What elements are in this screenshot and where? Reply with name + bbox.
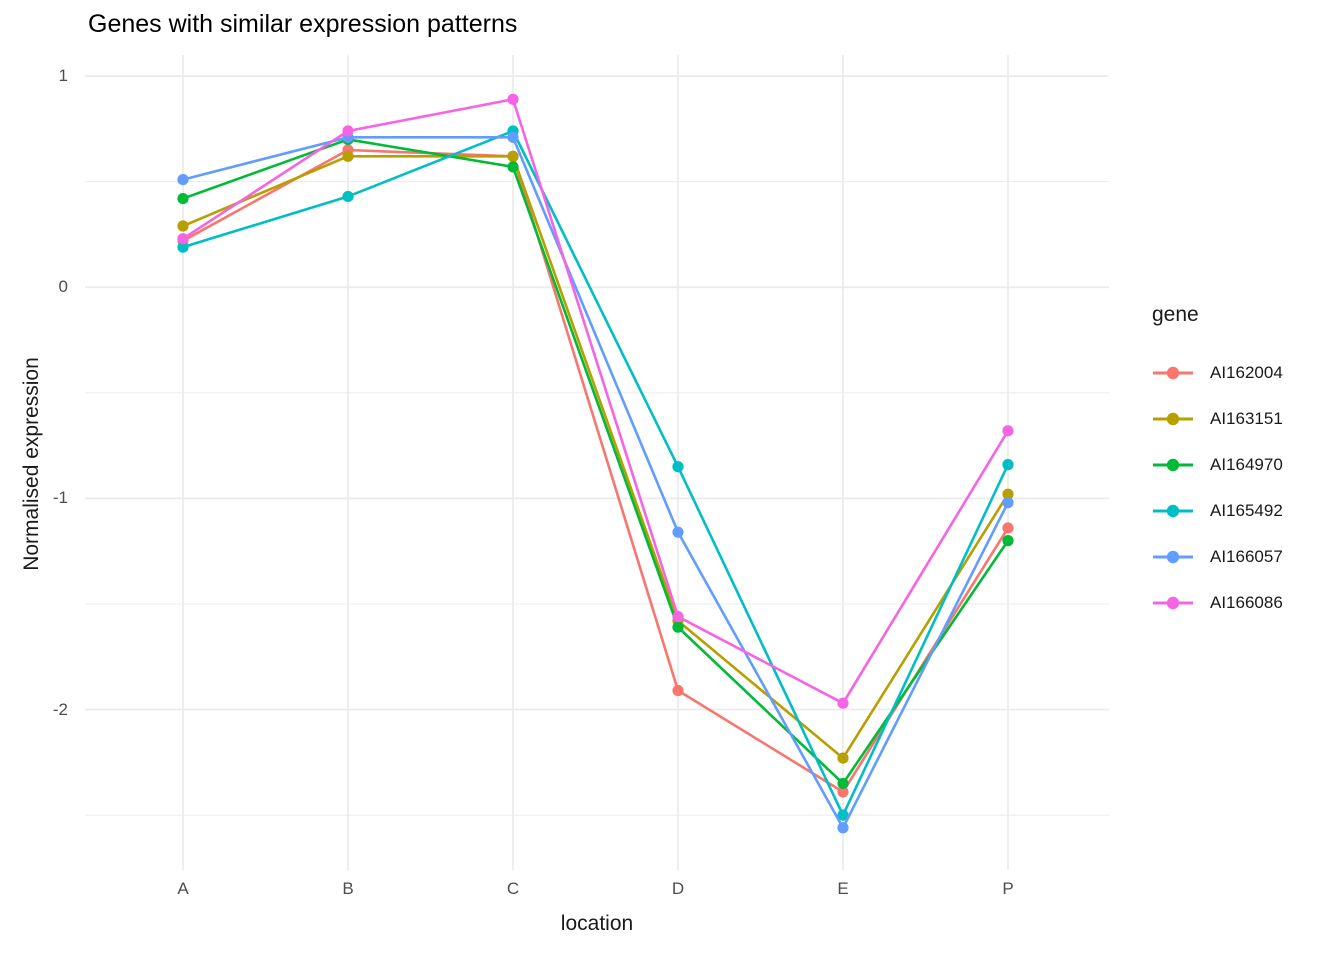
data-point-AI165492-D bbox=[672, 461, 684, 473]
data-point-AI164970-D bbox=[672, 621, 684, 633]
legend-item-AI166057: AI166057 bbox=[1152, 534, 1342, 580]
legend-item-AI166086: AI166086 bbox=[1152, 580, 1342, 626]
data-point-AI166057-C bbox=[507, 131, 519, 143]
legend-key-icon-AI165492 bbox=[1153, 504, 1193, 518]
legend: gene AI162004 AI163151 AI164970 AI165492 AI1… bbox=[1152, 302, 1342, 626]
data-point-AI166057-E bbox=[837, 822, 849, 834]
y-axis-title: Normalised expression bbox=[20, 357, 43, 571]
gridlines bbox=[85, 55, 1109, 870]
series-line-AI164970 bbox=[181, 138, 1010, 785]
legend-item-AI164970: AI164970 bbox=[1152, 442, 1342, 488]
data-point-AI166086-D bbox=[672, 611, 684, 623]
legend-key-icon-AI162004 bbox=[1153, 366, 1193, 380]
data-point-AI163151-B bbox=[342, 150, 354, 162]
y-tick-label-1: 1 bbox=[58, 66, 68, 86]
x-axis-title: location bbox=[560, 912, 634, 935]
data-point-AI166057-D bbox=[672, 526, 684, 538]
data-point-AI166086-C bbox=[507, 93, 519, 105]
legend-key-point bbox=[1166, 412, 1180, 426]
data-point-AI165492-A bbox=[177, 241, 189, 253]
legend-label-AI164970: AI164970 bbox=[1210, 455, 1283, 474]
data-point-AI164970-E bbox=[837, 777, 849, 790]
data-point-AI164970-A bbox=[177, 192, 189, 205]
y-tick-label--1: -1 bbox=[52, 488, 68, 508]
data-point-AI166086-A bbox=[177, 233, 189, 245]
series-line-AI163151 bbox=[181, 155, 1010, 760]
data-point-AI166086-P bbox=[1002, 425, 1014, 437]
series-line-AI165492 bbox=[181, 129, 1010, 817]
series-line-AI162004 bbox=[181, 148, 1010, 794]
series-line-AI166086 bbox=[181, 98, 1010, 705]
x-tick-label-A: A bbox=[177, 879, 189, 898]
data-point-AI166086-E bbox=[837, 697, 849, 709]
data-point-AI163151-C bbox=[507, 150, 519, 162]
series-layer bbox=[177, 93, 1014, 834]
data-point-AI163151-E bbox=[837, 752, 849, 764]
legend-label-AI162004: AI162004 bbox=[1210, 363, 1283, 382]
y-tick-label-0: 0 bbox=[58, 277, 68, 297]
legend-key-point bbox=[1166, 458, 1180, 472]
x-tick-label-E: E bbox=[837, 879, 849, 898]
data-point-AI164970-P bbox=[1002, 535, 1014, 547]
legend-items: AI162004 AI163151 AI164970 AI165492 AI166057… bbox=[1152, 350, 1342, 626]
legend-key-point bbox=[1166, 550, 1180, 564]
chart-title: Genes with similar expression patterns bbox=[88, 10, 518, 38]
x-tick-label-P: P bbox=[1002, 879, 1014, 898]
legend-key-icon-AI166057 bbox=[1153, 550, 1193, 564]
data-point-AI166057-P bbox=[1002, 497, 1014, 509]
legend-label-AI163151: AI163151 bbox=[1210, 409, 1283, 428]
legend-label-AI165492: AI165492 bbox=[1210, 501, 1283, 520]
data-point-AI163151-P bbox=[1002, 488, 1014, 500]
data-point-AI165492-B bbox=[342, 190, 354, 203]
legend-title: gene bbox=[1152, 303, 1199, 326]
legend-label-AI166057: AI166057 bbox=[1210, 547, 1283, 566]
series-line-AI166057 bbox=[181, 136, 1010, 830]
y-tick-label--2: -2 bbox=[52, 699, 68, 719]
legend-key-icon-AI163151 bbox=[1153, 412, 1193, 426]
x-tick-label-B: B bbox=[342, 879, 354, 898]
data-point-AI162004-E bbox=[837, 786, 849, 798]
legend-key-point bbox=[1166, 366, 1180, 380]
data-point-AI162004-P bbox=[1002, 522, 1014, 534]
legend-item-AI163151: AI163151 bbox=[1152, 396, 1342, 442]
data-point-AI164970-C bbox=[507, 161, 519, 173]
data-point-AI165492-P bbox=[1002, 459, 1014, 471]
legend-key-icon-AI166086 bbox=[1153, 596, 1193, 610]
data-point-AI162004-D bbox=[672, 684, 684, 697]
data-point-AI165492-E bbox=[837, 809, 849, 821]
x-tick-label-D: D bbox=[671, 879, 685, 898]
data-point-AI163151-A bbox=[177, 220, 189, 232]
legend-key-icon-AI164970 bbox=[1153, 458, 1193, 472]
data-point-AI166086-B bbox=[342, 125, 354, 137]
legend-key-point bbox=[1166, 596, 1180, 610]
x-tick-label-C: C bbox=[506, 879, 520, 898]
legend-label-AI166086: AI166086 bbox=[1210, 593, 1283, 612]
legend-key-point bbox=[1166, 504, 1180, 518]
data-point-AI166057-A bbox=[177, 173, 189, 186]
legend-item-AI165492: AI165492 bbox=[1152, 488, 1342, 534]
legend-item-AI162004: AI162004 bbox=[1152, 350, 1342, 396]
